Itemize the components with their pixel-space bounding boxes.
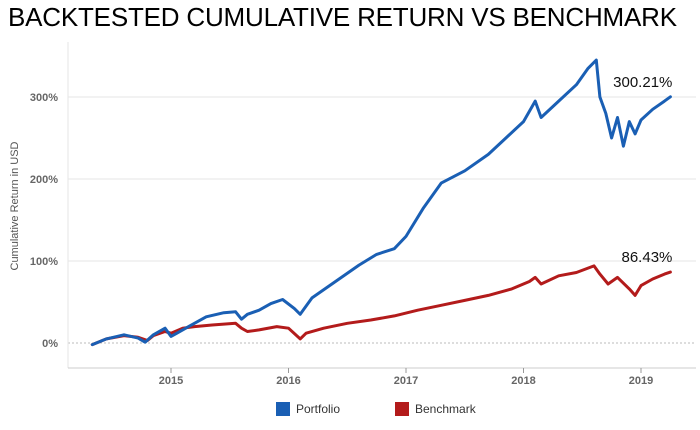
portfolio-line	[90, 58, 672, 347]
x-axis: 2015 2016 2017 2018 2019	[159, 368, 653, 387]
x-tick-label: 2019	[629, 375, 653, 387]
benchmark-line	[90, 264, 672, 347]
y-tick-label: 0%	[42, 338, 58, 350]
benchmark-end-label: 86.43%	[622, 249, 673, 266]
x-tick-label: 2016	[276, 375, 300, 387]
x-tick-label: 2017	[394, 375, 418, 387]
y-tick-label: 200%	[30, 174, 58, 186]
y-axis-label: Cumulative Return in USD	[9, 141, 21, 270]
grid-lines	[67, 42, 696, 369]
legend-swatch-benchmark	[395, 402, 409, 416]
series-lines	[90, 58, 672, 347]
legend: Portfolio Benchmark	[0, 402, 700, 422]
chart-title: BACKTESTED CUMULATIVE RETURN VS BENCHMAR…	[8, 2, 677, 32]
legend-item-benchmark[interactable]: Benchmark	[395, 402, 476, 416]
y-axis: 0% 100% 200% 300%	[30, 92, 58, 350]
y-tick-label: 300%	[30, 92, 58, 104]
y-tick-label: 100%	[30, 256, 58, 268]
legend-item-portfolio[interactable]: Portfolio	[276, 402, 340, 416]
legend-label-benchmark: Benchmark	[415, 402, 476, 416]
legend-label-portfolio: Portfolio	[296, 402, 341, 416]
legend-swatch-portfolio	[276, 402, 290, 416]
x-tick-label: 2015	[159, 375, 183, 387]
portfolio-end-label: 300.21%	[613, 74, 672, 91]
x-tick-label: 2018	[511, 375, 535, 387]
end-labels: 300.21% 86.43%	[613, 74, 672, 266]
